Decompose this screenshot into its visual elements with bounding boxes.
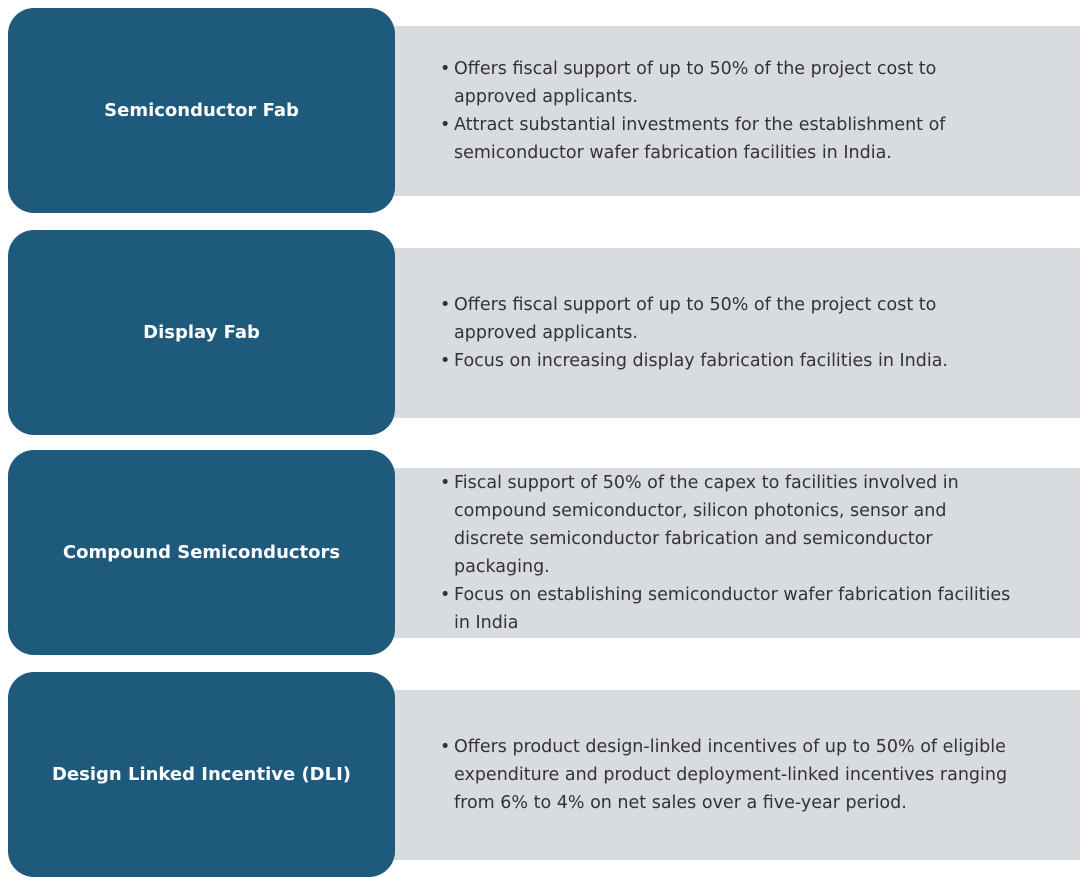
bullet: Offers fiscal support of up to 50% of th… [440, 55, 1020, 111]
bullet: Focus on establishing semiconductor wafe… [440, 581, 1020, 637]
bullet: Attract substantial investments for the … [440, 111, 1020, 167]
row: Offers fiscal support of up to 50% of th… [0, 230, 1080, 435]
row: Offers fiscal support of up to 50% of th… [0, 8, 1080, 213]
bullet-list: Fiscal support of 50% of the capex to fa… [440, 469, 1020, 637]
row: Offers product design-linked incentives … [0, 672, 1080, 877]
bullet-list: Offers fiscal support of up to 50% of th… [440, 55, 1020, 167]
bullet-list: Offers fiscal support of up to 50% of th… [440, 291, 1020, 375]
description-box: Offers fiscal support of up to 50% of th… [380, 248, 1080, 418]
row-title: Design Linked Incentive (DLI) [8, 672, 395, 877]
description-box: Offers fiscal support of up to 50% of th… [380, 26, 1080, 196]
row-title: Compound Semiconductors [8, 450, 395, 655]
bullet: Offers product design-linked incentives … [440, 733, 1020, 817]
bullet: Offers fiscal support of up to 50% of th… [440, 291, 1020, 347]
row-title: Semiconductor Fab [8, 8, 395, 213]
description-box: Fiscal support of 50% of the capex to fa… [380, 468, 1080, 638]
bullet: Fiscal support of 50% of the capex to fa… [440, 469, 1020, 581]
bullet-list: Offers product design-linked incentives … [440, 733, 1020, 817]
description-box: Offers product design-linked incentives … [380, 690, 1080, 860]
row: Fiscal support of 50% of the capex to fa… [0, 450, 1080, 655]
bullet: Focus on increasing display fabrication … [440, 347, 1020, 375]
row-title: Display Fab [8, 230, 395, 435]
